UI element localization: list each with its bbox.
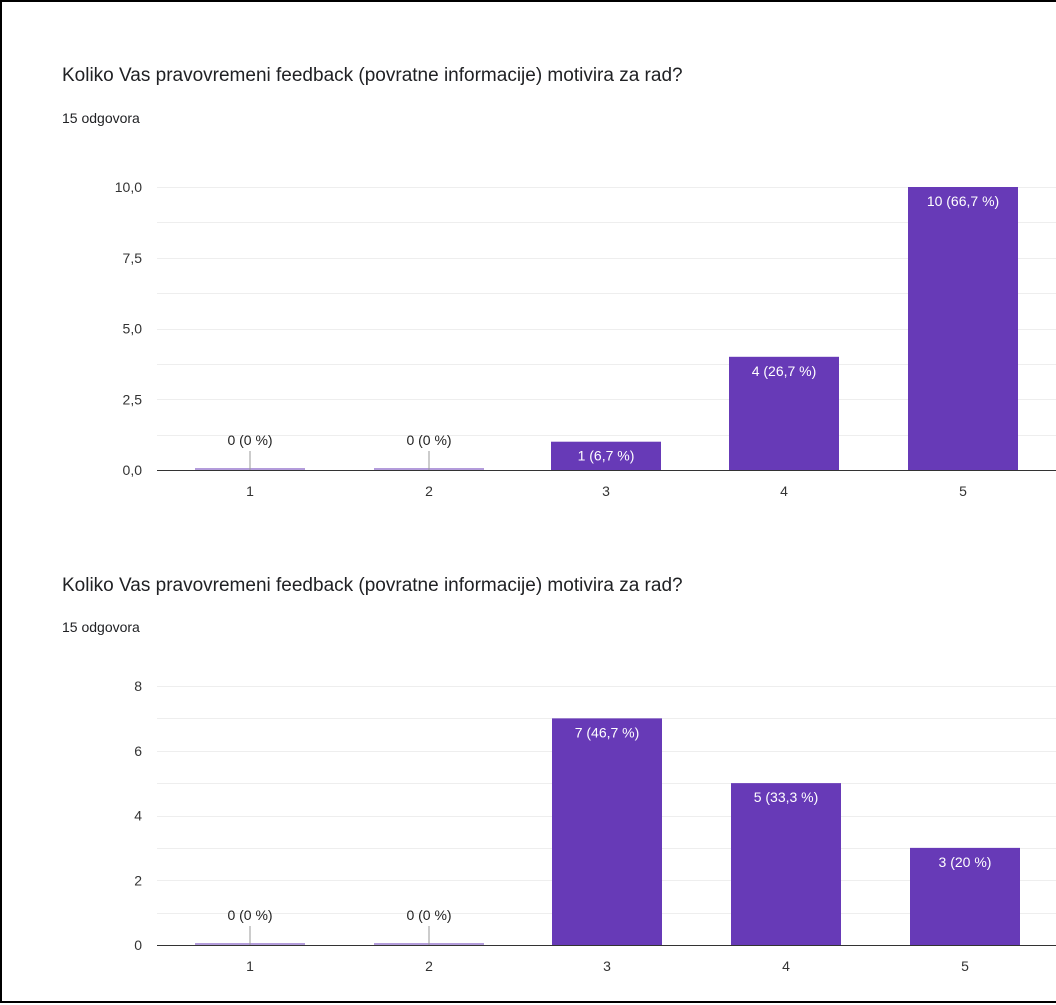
y-tick-label: 0 bbox=[134, 937, 142, 953]
data-label: 0 (0 %) bbox=[227, 432, 272, 448]
data-label: 5 (33,3 %) bbox=[754, 789, 819, 805]
y-tick-label: 2 bbox=[134, 872, 142, 888]
x-tick-label: 3 bbox=[602, 483, 610, 499]
data-label: 10 (66,7 %) bbox=[927, 193, 999, 209]
y-tick-label: 7,5 bbox=[123, 250, 143, 266]
bar bbox=[729, 356, 839, 470]
data-label: 7 (46,7 %) bbox=[575, 724, 640, 740]
y-tick-label: 4 bbox=[134, 808, 142, 824]
x-tick-label: 3 bbox=[603, 958, 611, 974]
data-label: 0 (0 %) bbox=[406, 907, 451, 923]
data-label: 0 (0 %) bbox=[227, 907, 272, 923]
data-label: 4 (26,7 %) bbox=[752, 363, 817, 379]
x-tick-label: 2 bbox=[425, 958, 433, 974]
data-label: 0 (0 %) bbox=[406, 432, 451, 448]
bar bbox=[731, 783, 841, 945]
bar bbox=[551, 441, 661, 470]
bar bbox=[910, 847, 1020, 945]
y-tick-label: 10,0 bbox=[115, 179, 142, 195]
y-tick-label: 0,0 bbox=[123, 462, 143, 478]
y-tick-label: 8 bbox=[134, 678, 142, 694]
bar bbox=[908, 187, 1018, 470]
question-title: Koliko Vas pravovremeni feedback (povrat… bbox=[62, 65, 683, 86]
x-tick-label: 2 bbox=[425, 483, 433, 499]
x-tick-label: 1 bbox=[246, 958, 254, 974]
x-tick-label: 4 bbox=[780, 483, 788, 499]
bar bbox=[552, 718, 662, 945]
x-tick-label: 4 bbox=[782, 958, 790, 974]
bar-chart-1: 0,0 2,5 5,0 7,5 10,0 0 (0 %) 0 (0 %) 1 (6,7 %) 4… bbox=[115, 179, 1056, 499]
x-tick-label: 5 bbox=[959, 483, 967, 499]
y-tick-label: 5,0 bbox=[123, 321, 143, 337]
data-label: 3 (20 %) bbox=[939, 854, 992, 870]
response-count: 15 odgovora bbox=[62, 110, 140, 126]
response-count: 15 odgovora bbox=[62, 619, 140, 635]
chart-panel-2: Koliko Vas pravovremeni feedback (povrat… bbox=[2, 547, 1056, 1005]
x-tick-label: 1 bbox=[246, 483, 254, 499]
chart-panel-1: Koliko Vas pravovremeni feedback (povrat… bbox=[2, 2, 1056, 532]
data-label: 1 (6,7 %) bbox=[578, 448, 635, 464]
y-tick-label: 2,5 bbox=[123, 391, 143, 407]
question-title: Koliko Vas pravovremeni feedback (povrat… bbox=[62, 575, 683, 596]
y-tick-label: 6 bbox=[134, 743, 142, 759]
x-tick-label: 5 bbox=[961, 958, 969, 974]
